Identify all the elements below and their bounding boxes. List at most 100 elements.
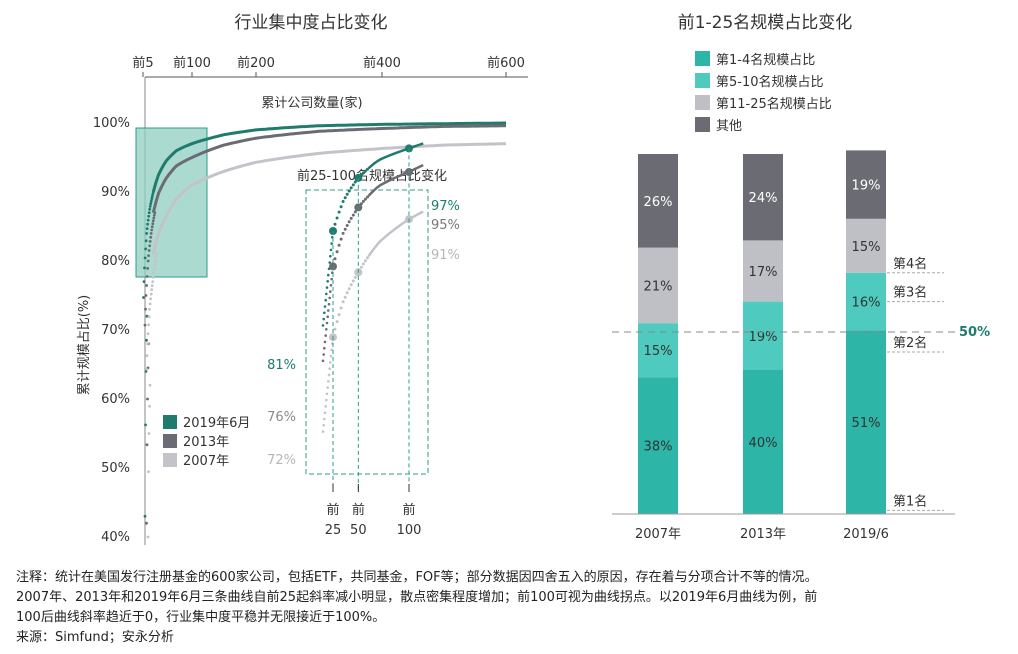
series-point — [145, 443, 149, 447]
series-point — [142, 296, 145, 299]
series-point — [150, 284, 154, 287]
bar-2019/6: 51% 16% 15% 19% — [846, 150, 886, 514]
inset-point — [347, 220, 351, 224]
bar-value-label: 19% — [852, 179, 881, 194]
series-point — [144, 239, 148, 243]
inset-x-ticks: 前 25 前 50 前 100 — [325, 484, 422, 538]
series-point — [146, 332, 150, 336]
inset-point — [349, 216, 353, 220]
series-point — [147, 432, 151, 435]
inset-point — [328, 367, 332, 371]
series-2007年 — [145, 142, 507, 539]
inset-start-label-2013: 76% — [267, 410, 296, 425]
inset-series-2013年 — [321, 163, 424, 363]
inset-line — [367, 142, 424, 170]
legend-label-2013: 2013年 — [183, 435, 229, 450]
series-point — [146, 397, 149, 401]
series-point — [147, 470, 150, 474]
series-point — [146, 342, 149, 346]
bar-legend-label: 第1-4名规模占比 — [716, 52, 815, 68]
inset-point — [326, 315, 330, 319]
series-point — [148, 240, 152, 243]
inset-point — [325, 392, 329, 396]
note-line-2: 2007年、2013年和2019年6月三条曲线自前25起斜率减小明显，散点密集程… — [16, 590, 818, 605]
inset-point — [343, 227, 347, 231]
series-point — [148, 302, 152, 306]
series-point — [147, 214, 151, 218]
series-point — [149, 292, 153, 296]
bar-segment — [846, 272, 886, 331]
series-point — [151, 192, 155, 196]
series-point — [149, 297, 153, 301]
bar-value-label: 51% — [852, 416, 881, 431]
inset-point — [345, 192, 349, 196]
series-point — [143, 256, 147, 260]
inset-end-label-2007: 91% — [431, 248, 460, 263]
series-point — [145, 521, 148, 525]
inset-end-label-2019: 97% — [431, 199, 460, 214]
inset-x-tick-label-bottom: 100 — [397, 523, 422, 538]
x-axis-title: 累计公司数量(家) — [261, 95, 362, 111]
inset-guides — [332, 148, 410, 490]
series-point — [145, 284, 149, 287]
series-point — [149, 235, 153, 239]
inset-point — [325, 398, 328, 402]
inset-point — [323, 346, 326, 350]
y-tick-label: 100% — [93, 116, 130, 131]
top-x-tick-label: 前100 — [173, 55, 211, 71]
inset-point — [347, 189, 351, 193]
series-point — [151, 280, 155, 284]
series-point — [144, 294, 148, 297]
inset-point — [322, 424, 326, 427]
inset-point — [328, 261, 332, 264]
bar-category-label: 2019/6 — [843, 527, 889, 542]
inset-point — [325, 292, 328, 296]
series-point — [144, 307, 147, 311]
series-point — [145, 354, 149, 357]
note-line-1: 注释：统计在美国发行注册基金的600家公司，包括ETF，共同基金，FOF等；部分… — [16, 570, 818, 585]
inset-x-tick-label-bottom: 25 — [325, 523, 342, 538]
inset-start-label-2019: 81% — [267, 358, 296, 373]
series-point — [143, 323, 147, 327]
inset-point — [327, 309, 330, 312]
inset-x-tick-label-top: 前 — [352, 502, 365, 518]
top-x-ticks: 前5 前100 前200 前400 前600 — [132, 55, 525, 77]
series-point — [153, 263, 157, 267]
bar-value-label: 26% — [644, 195, 673, 210]
y-ticks: 40% 50% 60% 70% 80% 90% 100% — [93, 116, 130, 545]
right-chart-title: 前1-25名规模占比变化 — [678, 13, 853, 33]
series-point — [146, 222, 150, 226]
series-point — [151, 275, 155, 279]
inset-point — [351, 213, 355, 217]
series-point — [152, 216, 156, 220]
series-point — [142, 280, 146, 283]
series-point — [152, 271, 156, 275]
bar-segment — [743, 240, 783, 302]
inset-point — [321, 359, 325, 363]
inset-series-2019年6月 — [321, 142, 424, 327]
series-point — [144, 247, 148, 251]
inset-point — [333, 327, 337, 331]
inset-point — [329, 361, 332, 364]
bar-value-label: 15% — [644, 344, 673, 359]
main-series-group — [142, 121, 507, 539]
inset-point — [324, 405, 328, 408]
note-line-4: 来源：Simfund；安永分析 — [16, 630, 174, 645]
bar-segment — [638, 247, 678, 324]
bar-segment — [638, 323, 678, 378]
bar-category-label: 2013年 — [740, 527, 786, 542]
rank-label: 第3名 — [893, 285, 927, 301]
series-point — [151, 222, 155, 226]
series-point — [154, 252, 158, 256]
series-2013年 — [143, 124, 506, 525]
inset-point — [343, 196, 347, 200]
inset-point — [325, 286, 329, 289]
series-point — [147, 254, 151, 257]
top-x-tick-label: 前400 — [363, 55, 401, 71]
inset-point — [326, 280, 330, 283]
series-point — [146, 259, 150, 263]
inset-point — [328, 296, 332, 300]
inset-point — [351, 183, 355, 187]
inset-point — [330, 348, 334, 352]
